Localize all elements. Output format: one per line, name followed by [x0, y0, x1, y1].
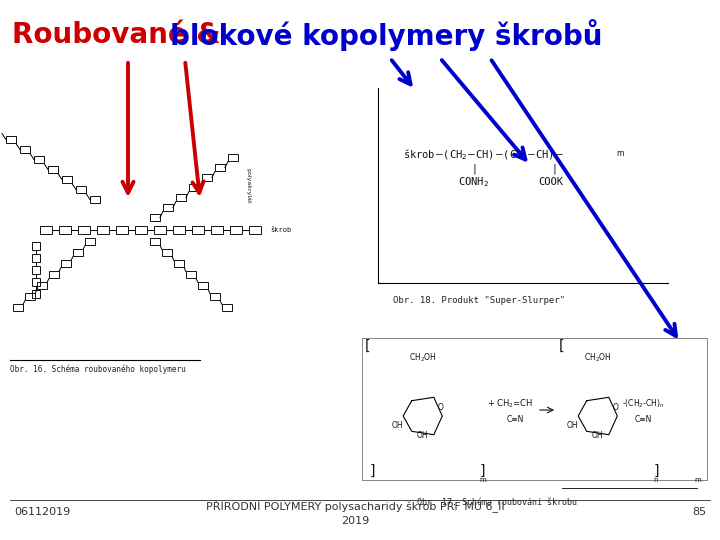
Bar — [186, 271, 196, 278]
Bar — [192, 226, 204, 234]
Text: |: | — [471, 164, 477, 174]
Text: 2019: 2019 — [341, 516, 369, 526]
Text: 85: 85 — [692, 507, 706, 517]
Text: COOK: COOK — [538, 177, 563, 187]
Bar — [174, 260, 184, 267]
Text: |: | — [551, 164, 557, 174]
Text: OH: OH — [592, 431, 603, 440]
Text: O: O — [613, 403, 619, 412]
Text: OH: OH — [567, 421, 579, 430]
Bar — [154, 226, 166, 234]
Bar — [48, 166, 58, 173]
Text: CH$_2$OH: CH$_2$OH — [584, 351, 612, 363]
Bar — [189, 184, 199, 191]
Bar — [62, 176, 72, 183]
Bar — [40, 226, 52, 234]
Bar — [215, 164, 225, 171]
Bar — [249, 226, 261, 234]
Bar — [25, 293, 35, 300]
Bar — [163, 204, 173, 211]
Bar — [211, 226, 223, 234]
Text: Roubované &: Roubované & — [12, 21, 230, 49]
Bar — [37, 282, 47, 289]
Text: 06112019: 06112019 — [14, 507, 71, 517]
Bar — [32, 278, 40, 286]
Text: + CH$_2$=CH: + CH$_2$=CH — [487, 397, 534, 409]
Text: blokové kopolymery škrobů: blokové kopolymery škrobů — [170, 19, 603, 51]
Bar — [6, 136, 16, 143]
Bar — [90, 196, 100, 203]
Bar — [176, 194, 186, 201]
Bar — [85, 238, 95, 245]
Text: C≡N: C≡N — [507, 415, 524, 424]
Text: OH: OH — [417, 431, 428, 440]
Bar — [20, 146, 30, 153]
Text: ]: ] — [370, 464, 376, 478]
Text: Obr. 17. Schéma roubování škrobu: Obr. 17. Schéma roubování škrobu — [417, 498, 577, 507]
Bar — [116, 226, 128, 234]
Bar — [73, 249, 83, 256]
Text: PŘÍRODNÍ POLYMERY polysacharidy škrob PŘF MU 6_II: PŘÍRODNÍ POLYMERY polysacharidy škrob PŘ… — [206, 500, 504, 512]
Text: n: n — [653, 477, 657, 483]
Bar — [32, 290, 40, 298]
Text: m: m — [479, 477, 486, 483]
Bar — [230, 226, 242, 234]
Text: O: O — [438, 403, 444, 412]
Bar — [135, 226, 147, 234]
Bar — [49, 271, 59, 278]
Bar — [76, 186, 86, 193]
Text: polyakrylát: polyakrylát — [245, 168, 251, 204]
Bar — [362, 338, 707, 480]
Bar — [59, 226, 71, 234]
Text: CONH$_2$: CONH$_2$ — [458, 175, 489, 189]
Text: Obr. 18. Produkt "Super-Slurper": Obr. 18. Produkt "Super-Slurper" — [393, 296, 565, 305]
Text: m: m — [616, 149, 624, 158]
Bar — [61, 260, 71, 267]
Bar — [13, 304, 23, 311]
Text: [: [ — [365, 339, 371, 353]
Bar — [228, 154, 238, 161]
Bar — [202, 174, 212, 181]
Text: Obr. 16. Schéma roubovaného kopolymeru: Obr. 16. Schéma roubovaného kopolymeru — [10, 364, 186, 374]
Bar — [173, 226, 185, 234]
Bar — [150, 214, 160, 221]
Bar — [222, 304, 232, 311]
Text: škrob$-$(CH$_2$$-$CH)$-$(CH$_2$$-$CH)$-$: škrob$-$(CH$_2$$-$CH)$-$(CH$_2$$-$CH)$-$ — [403, 147, 564, 162]
Text: m: m — [694, 477, 701, 483]
Text: C≡N: C≡N — [635, 415, 652, 424]
Text: [: [ — [559, 339, 564, 353]
Text: CH$_2$OH: CH$_2$OH — [409, 351, 437, 363]
Text: ]: ] — [480, 464, 485, 478]
Bar — [97, 226, 109, 234]
Bar — [34, 156, 44, 163]
Bar — [150, 238, 160, 245]
Bar — [32, 242, 40, 250]
Text: ]: ] — [654, 464, 660, 478]
Text: -(CH$_2$-CH)$_n$: -(CH$_2$-CH)$_n$ — [622, 397, 665, 409]
Bar — [162, 249, 172, 256]
Text: škrob: škrob — [270, 227, 292, 233]
Bar — [32, 266, 40, 274]
Bar — [198, 282, 208, 289]
Bar — [210, 293, 220, 300]
Text: OH: OH — [392, 421, 404, 430]
Bar — [32, 254, 40, 262]
Bar — [78, 226, 90, 234]
